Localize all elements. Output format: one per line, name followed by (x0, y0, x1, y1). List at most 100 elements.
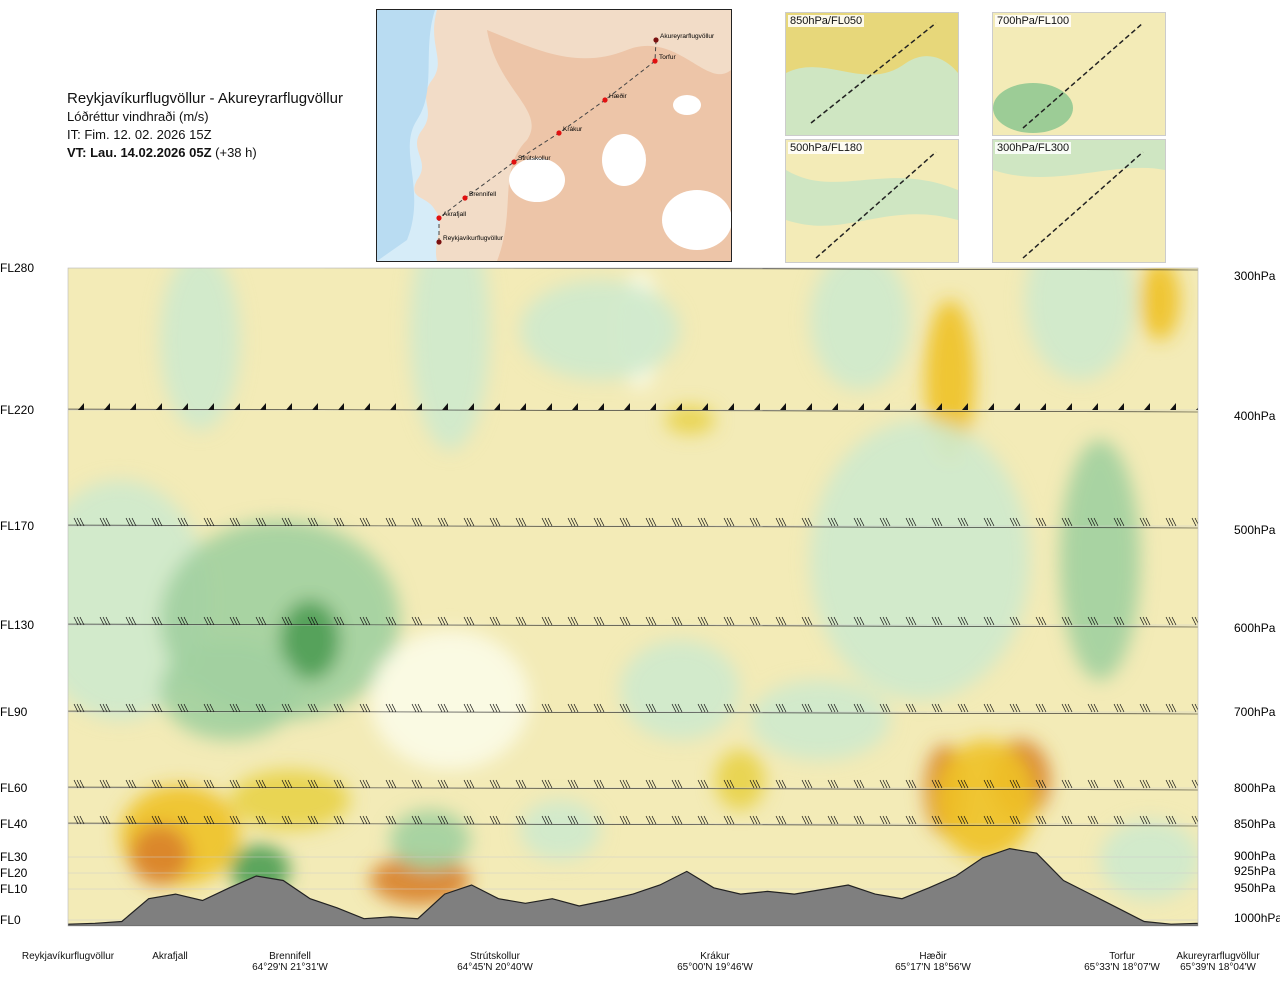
barb-feather (492, 815, 498, 825)
barb-feather (957, 703, 963, 713)
barb-pennant (728, 261, 734, 268)
barb-feather (209, 616, 215, 626)
field-cell (810, 268, 910, 390)
barb-feather (1067, 703, 1073, 713)
barb-feather (1191, 616, 1197, 626)
barb-feather (1113, 616, 1119, 626)
barb-feather (752, 616, 758, 626)
barb-feather (885, 815, 891, 825)
waypoint-label: Akrafjall (443, 211, 467, 218)
thumb-850hpa[interactable]: 850hPa/FL050 (785, 12, 959, 136)
barb-feather (443, 703, 449, 713)
barb-feather (385, 779, 391, 789)
barb-feather (1142, 703, 1148, 713)
wind-barb (255, 616, 267, 626)
barb-feather (567, 517, 573, 527)
barb-pennant (624, 261, 630, 268)
wind-barb (801, 815, 813, 825)
waypoint-label: Reykjavíkurflugvöllur (443, 235, 504, 242)
barb-feather (492, 517, 498, 527)
wind-barb (385, 517, 397, 527)
barb-feather (726, 517, 732, 527)
barb-pennant (156, 261, 162, 268)
barb-feather (957, 517, 963, 527)
wind-barb (281, 517, 293, 527)
wind-barb (156, 403, 162, 410)
wind-barb (48, 780, 58, 788)
wind-barb (853, 616, 865, 626)
barb-pennant (416, 261, 422, 268)
barb-feather (957, 779, 963, 789)
barb-pennant (1144, 403, 1150, 410)
barb-feather (619, 779, 625, 789)
wind-barb (333, 815, 345, 825)
barb-feather (934, 815, 940, 825)
barb-feather (73, 703, 79, 713)
barb-feather (333, 815, 339, 825)
thumb-700hpa[interactable]: 700hPa/FL100 (992, 12, 1166, 136)
wind-barb (1144, 261, 1150, 268)
barb-feather (76, 517, 82, 527)
barb-feather (697, 703, 703, 713)
wind-barb (255, 703, 267, 713)
barb-feather (73, 815, 79, 825)
barb-feather (180, 815, 186, 825)
barb-feather (177, 703, 183, 713)
barb-feather (521, 616, 527, 626)
barb-feather (203, 616, 209, 626)
location-label: Reykjavíkurflugvöllur (20, 951, 116, 962)
barb-feather (79, 779, 85, 789)
barb-pennant (1170, 403, 1176, 410)
barb-feather (986, 815, 992, 825)
barb-feather (1064, 779, 1070, 789)
barb-feather (313, 616, 319, 626)
wind-barb (801, 779, 813, 789)
barb-feather (79, 815, 85, 825)
wind-barb (1170, 403, 1176, 410)
barb-feather (674, 703, 680, 713)
barb-feather (622, 703, 628, 713)
field-cell (1060, 440, 1140, 680)
wind-barb (567, 815, 579, 825)
barb-feather (703, 779, 709, 789)
barb-feather (463, 779, 469, 789)
wind-barb (853, 517, 865, 527)
wind-barb (442, 261, 448, 268)
barb-feather (339, 616, 345, 626)
barb-feather (804, 616, 810, 626)
barb-feather (365, 616, 371, 626)
barb-feather (625, 779, 631, 789)
barb-feather (804, 815, 810, 825)
barb-feather (261, 517, 267, 527)
wind-barb (775, 517, 787, 527)
barb-feather (677, 616, 683, 626)
wind-barb (983, 517, 995, 527)
wind-barb (411, 703, 423, 713)
barb-feather (73, 779, 79, 789)
wind-barb (1191, 703, 1198, 713)
barb-feather (99, 616, 105, 626)
barb-feather (414, 616, 420, 626)
barb-feather (209, 703, 215, 713)
barb-feather (1119, 517, 1125, 527)
wind-barb (437, 703, 449, 713)
thumb-500hpa[interactable]: 500hPa/FL180 (785, 139, 959, 263)
thumb-300hpa[interactable]: 300hPa/FL300 (992, 139, 1166, 263)
wind-barb (99, 616, 111, 626)
barb-feather (154, 815, 160, 825)
wind-barb (723, 815, 735, 825)
wind-barb (619, 779, 631, 789)
barb-feather (853, 815, 859, 825)
wind-barb (1009, 517, 1021, 527)
barb-feather (1035, 779, 1041, 789)
wind-barb (806, 403, 812, 410)
barb-feather (48, 780, 52, 788)
barb-pennant (1118, 403, 1124, 410)
wind-barbs (48, 261, 1198, 827)
barb-feather (937, 815, 943, 825)
wind-barb (463, 517, 475, 527)
barb-feather (596, 779, 602, 789)
barb-feather (859, 779, 865, 789)
barb-feather (674, 517, 680, 527)
wind-barb (286, 261, 292, 268)
